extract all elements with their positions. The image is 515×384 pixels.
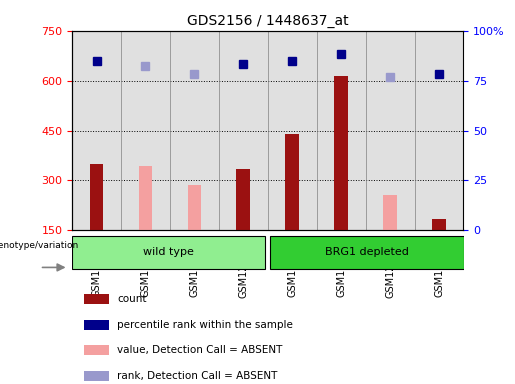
Bar (334, 76, 348, 230)
Bar (383, 195, 397, 230)
Text: rank, Detection Call = ABSENT: rank, Detection Call = ABSENT (117, 371, 278, 381)
Text: BRG1 depleted: BRG1 depleted (325, 247, 409, 258)
Bar (187, 185, 201, 230)
Bar (84, 320, 109, 330)
Bar (139, 166, 152, 230)
Bar (84, 371, 109, 381)
Bar (432, 219, 446, 230)
Bar (236, 169, 250, 230)
Bar (285, 134, 299, 230)
Text: percentile rank within the sample: percentile rank within the sample (117, 320, 293, 330)
Bar (84, 294, 109, 304)
Text: wild type: wild type (143, 247, 194, 258)
Bar (84, 344, 109, 355)
Bar (72, 236, 265, 269)
Bar (90, 164, 104, 230)
Bar (270, 236, 464, 269)
Text: value, Detection Call = ABSENT: value, Detection Call = ABSENT (117, 345, 283, 355)
Title: GDS2156 / 1448637_at: GDS2156 / 1448637_at (187, 14, 349, 28)
Text: count: count (117, 294, 147, 304)
Text: genotype/variation: genotype/variation (0, 241, 79, 250)
